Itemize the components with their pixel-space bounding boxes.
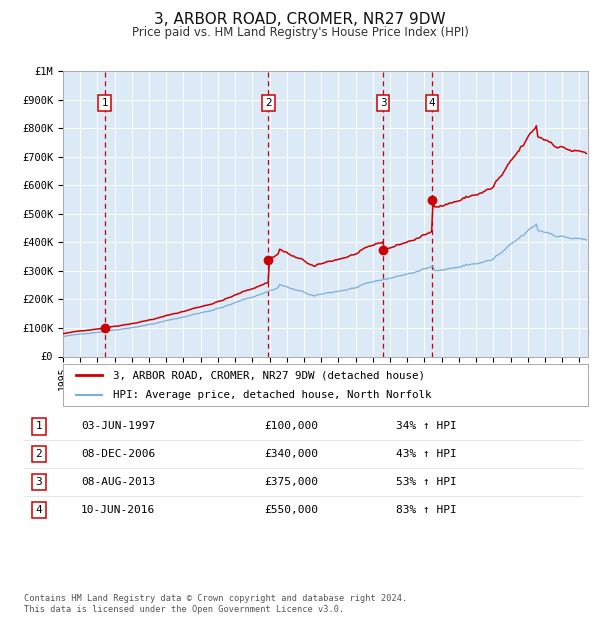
Text: 08-DEC-2006: 08-DEC-2006 [81,449,155,459]
Text: 1: 1 [101,98,108,108]
Text: £340,000: £340,000 [264,449,318,459]
Text: 10-JUN-2016: 10-JUN-2016 [81,505,155,515]
Text: 1: 1 [35,421,43,432]
Text: 03-JUN-1997: 03-JUN-1997 [81,421,155,432]
Text: HPI: Average price, detached house, North Norfolk: HPI: Average price, detached house, Nort… [113,390,431,400]
Text: 2: 2 [265,98,272,108]
Text: 43% ↑ HPI: 43% ↑ HPI [396,449,457,459]
Text: £375,000: £375,000 [264,477,318,487]
Text: 3, ARBOR ROAD, CROMER, NR27 9DW: 3, ARBOR ROAD, CROMER, NR27 9DW [154,12,446,27]
Text: 34% ↑ HPI: 34% ↑ HPI [396,421,457,432]
Text: 3, ARBOR ROAD, CROMER, NR27 9DW (detached house): 3, ARBOR ROAD, CROMER, NR27 9DW (detache… [113,370,425,380]
Text: 83% ↑ HPI: 83% ↑ HPI [396,505,457,515]
Text: 08-AUG-2013: 08-AUG-2013 [81,477,155,487]
Text: Price paid vs. HM Land Registry's House Price Index (HPI): Price paid vs. HM Land Registry's House … [131,26,469,39]
Text: £100,000: £100,000 [264,421,318,432]
Text: 53% ↑ HPI: 53% ↑ HPI [396,477,457,487]
Text: 3: 3 [380,98,386,108]
Text: 4: 4 [429,98,436,108]
Text: 4: 4 [35,505,43,515]
Text: 3: 3 [35,477,43,487]
Text: £550,000: £550,000 [264,505,318,515]
Text: Contains HM Land Registry data © Crown copyright and database right 2024.
This d: Contains HM Land Registry data © Crown c… [24,595,407,614]
Text: 2: 2 [35,449,43,459]
